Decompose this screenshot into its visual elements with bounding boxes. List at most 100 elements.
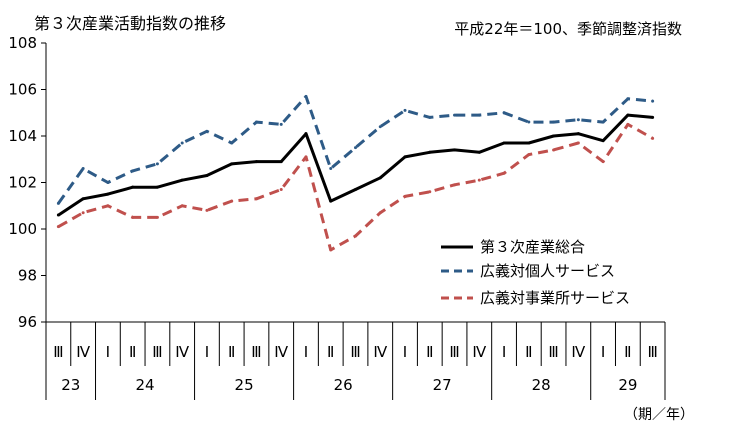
data-point-series-2	[651, 99, 655, 103]
quarter-tick-label: Ⅲ	[350, 343, 360, 361]
quarter-tick-label: Ⅰ	[304, 343, 308, 361]
data-point-series-2	[428, 115, 432, 119]
quarter-tick-label: Ⅱ	[228, 343, 235, 361]
data-point-series-3	[131, 215, 135, 219]
data-point-series-1	[378, 176, 382, 180]
data-point-series-1	[131, 185, 135, 189]
quarter-tick-label: Ⅰ	[205, 343, 209, 361]
y-tick-label: 100	[8, 220, 37, 238]
quarter-tick-label: Ⅳ	[571, 343, 585, 361]
data-point-series-1	[304, 132, 308, 136]
quarter-tick-label: Ⅱ	[525, 343, 532, 361]
chart-subtitle: 平成22年＝100、季節調整済指数	[454, 20, 682, 38]
quarter-tick-label: Ⅲ	[53, 343, 63, 361]
data-point-series-1	[180, 178, 184, 182]
data-point-series-2	[56, 201, 60, 205]
x-axis-unit-label: （期／年）	[624, 407, 694, 423]
data-point-series-1	[428, 150, 432, 154]
data-point-series-3	[453, 183, 457, 187]
data-point-series-2	[205, 129, 209, 133]
data-point-series-1	[279, 160, 283, 164]
data-point-series-1	[552, 134, 556, 138]
data-point-series-2	[279, 122, 283, 126]
data-point-series-1	[205, 174, 209, 178]
quarter-tick-label: Ⅲ	[449, 343, 459, 361]
data-point-series-3	[329, 248, 333, 252]
quarter-tick-label: Ⅳ	[76, 343, 90, 361]
y-tick-label: 102	[8, 174, 37, 192]
data-point-series-2	[106, 181, 110, 184]
data-point-series-1	[81, 197, 85, 201]
quarter-tick-label: Ⅱ	[624, 343, 631, 361]
year-tick-label: 29	[618, 376, 637, 394]
data-point-series-3	[527, 153, 531, 157]
data-point-series-1	[106, 192, 110, 196]
data-point-series-2	[403, 108, 407, 112]
y-tick-label: 106	[8, 81, 37, 99]
legend-label-2: 広義対個人サービス	[480, 262, 615, 280]
quarter-tick-label: Ⅰ	[601, 343, 605, 361]
data-point-series-2	[378, 125, 382, 129]
quarter-tick-label: Ⅳ	[274, 343, 288, 361]
y-tick-label: 96	[18, 313, 37, 331]
data-point-series-3	[56, 225, 60, 229]
data-point-series-3	[180, 204, 184, 208]
year-tick-label: 27	[433, 376, 452, 394]
data-point-series-2	[180, 141, 184, 145]
data-point-series-2	[155, 162, 159, 166]
data-point-series-1	[576, 132, 580, 136]
data-point-series-2	[254, 120, 258, 124]
year-tick-label: 24	[135, 376, 154, 394]
quarter-tick-label: Ⅲ	[251, 343, 261, 361]
y-tick-label: 98	[18, 267, 37, 285]
quarter-tick-label: Ⅲ	[647, 343, 657, 361]
data-point-series-3	[205, 208, 209, 212]
quarter-tick-label: Ⅰ	[403, 343, 407, 361]
data-point-series-1	[626, 113, 630, 117]
year-tick-label: 25	[235, 376, 254, 394]
data-point-series-1	[651, 115, 655, 119]
data-point-series-3	[502, 171, 506, 175]
data-point-series-1	[502, 141, 506, 145]
year-tick-label: 23	[61, 376, 80, 394]
data-point-series-3	[378, 211, 382, 215]
data-point-series-3	[428, 190, 432, 194]
quarter-tick-label: Ⅳ	[373, 343, 387, 361]
data-point-series-2	[304, 94, 308, 98]
quarter-tick-label: Ⅳ	[472, 343, 486, 361]
chart-title: 第３次産業活動指数の推移	[34, 14, 227, 33]
quarter-tick-label: Ⅲ	[152, 343, 162, 361]
quarter-tick-label: Ⅱ	[426, 343, 433, 361]
data-point-series-1	[230, 162, 234, 166]
data-point-series-3	[155, 215, 159, 219]
data-point-series-1	[403, 155, 407, 159]
data-point-series-1	[354, 187, 357, 191]
data-point-series-1	[527, 141, 531, 145]
data-point-series-2	[502, 111, 506, 115]
data-point-series-2	[626, 97, 630, 101]
data-point-series-3	[354, 234, 357, 238]
data-point-series-1	[453, 148, 457, 152]
quarter-tick-label: Ⅰ	[106, 343, 110, 361]
quarter-tick-label: Ⅰ	[502, 343, 506, 361]
data-point-series-1	[254, 160, 258, 164]
data-point-series-3	[304, 155, 308, 159]
data-point-series-1	[155, 185, 159, 189]
data-point-series-1	[56, 213, 60, 217]
quarter-tick-label: Ⅱ	[129, 343, 136, 361]
data-point-series-3	[601, 160, 605, 164]
y-tick-label: 104	[8, 127, 37, 145]
data-point-series-3	[106, 204, 110, 208]
data-point-series-3	[81, 211, 85, 215]
data-point-series-1	[477, 150, 481, 154]
data-point-series-2	[131, 169, 135, 173]
quarter-tick-label: Ⅳ	[175, 343, 189, 361]
data-point-series-3	[230, 199, 234, 203]
data-point-series-3	[254, 197, 258, 201]
data-point-series-2	[453, 113, 457, 117]
data-point-series-2	[81, 167, 85, 171]
data-point-series-1	[601, 139, 605, 143]
data-point-series-3	[403, 194, 407, 198]
